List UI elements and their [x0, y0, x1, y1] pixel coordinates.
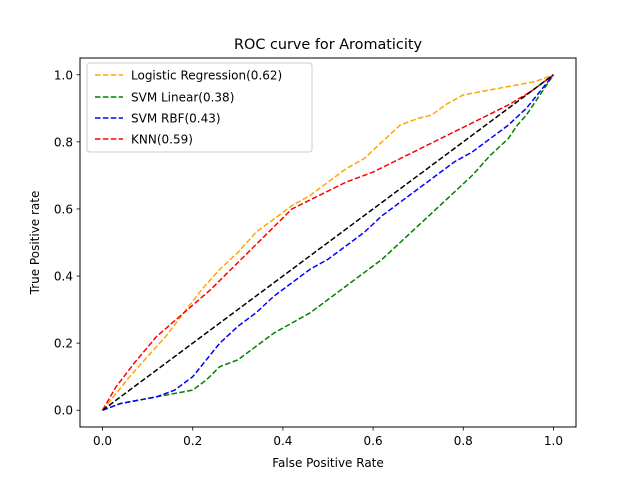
x-tick-label: 0.6 [364, 434, 383, 448]
x-axis-label: False Positive Rate [272, 456, 384, 470]
x-tick-label: 0.4 [273, 434, 292, 448]
y-tick-label: 0.2 [54, 337, 73, 351]
y-axis-label: True Positive rate [28, 191, 42, 296]
chart-title: ROC curve for Aromaticity [234, 37, 422, 53]
legend-label-knn: KNN(0.59) [131, 133, 193, 147]
series-line-knn [101, 74, 554, 411]
y-tick-label: 0.0 [54, 404, 73, 418]
x-ticks: 0.0 0.2 0.4 0.6 0.8 1.0 [93, 427, 563, 448]
series-line-svm-rbf [102, 74, 555, 411]
series-line-svm-linear [102, 74, 555, 411]
x-tick-label: 0.0 [93, 434, 112, 448]
legend-box [86, 62, 313, 153]
y-tick-label: 1.0 [54, 68, 73, 82]
series-line-logistic-regression [101, 74, 554, 411]
y-tick-label: 0.8 [54, 135, 73, 149]
legend-label-svm-linear: SVM Linear(0.38) [131, 91, 234, 105]
y-tick-label: 0.6 [54, 202, 73, 216]
legend-label-svm-rbf: SVM RBF(0.43) [131, 112, 221, 126]
y-tick-label: 0.4 [54, 270, 73, 284]
legend-label-logistic-regression: Logistic Regression(0.62) [131, 69, 282, 83]
x-tick-label: 0.2 [183, 434, 202, 448]
plot-lines [101, 74, 555, 411]
axes-frame [79, 57, 577, 428]
x-tick-label: 0.8 [454, 434, 473, 448]
x-tick-label: 1.0 [544, 434, 563, 448]
diagonal-reference-line [102, 74, 554, 411]
legend: Logistic Regression(0.62) SVM Linear(0.3… [86, 62, 313, 153]
y-ticks: 0.0 0.2 0.4 0.6 0.8 1.0 [54, 68, 80, 418]
